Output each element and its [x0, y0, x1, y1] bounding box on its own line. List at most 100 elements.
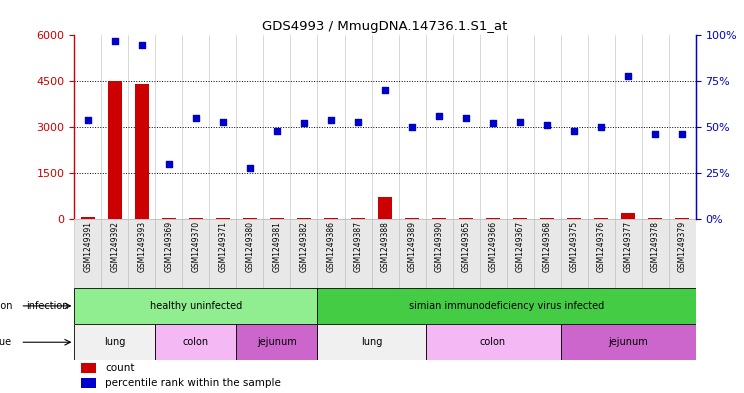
Point [595, 124, 607, 130]
Title: GDS4993 / MmugDNA.14736.1.S1_at: GDS4993 / MmugDNA.14736.1.S1_at [263, 20, 507, 33]
Bar [324, 218, 338, 219]
Point [487, 120, 499, 127]
Bar [432, 218, 446, 219]
Text: colon: colon [183, 337, 209, 347]
Text: simian immunodeficiency virus infected: simian immunodeficiency virus infected [409, 301, 604, 311]
Bar [533, 219, 560, 288]
Bar [298, 218, 311, 219]
Text: GSM1249382: GSM1249382 [300, 221, 309, 272]
Bar [405, 218, 419, 219]
Text: GSM1249366: GSM1249366 [489, 221, 498, 272]
Bar [237, 324, 318, 360]
Bar [210, 219, 237, 288]
Text: GSM1249376: GSM1249376 [597, 221, 606, 272]
Bar [540, 218, 554, 219]
Bar [568, 218, 581, 219]
Bar [344, 219, 371, 288]
Bar [81, 217, 94, 219]
Text: GSM1249381: GSM1249381 [272, 221, 281, 272]
Bar [351, 218, 365, 219]
Text: GSM1249369: GSM1249369 [164, 221, 173, 272]
Bar [318, 288, 696, 324]
Bar [594, 218, 608, 219]
Bar [155, 324, 237, 360]
Point [271, 128, 283, 134]
Text: healthy uninfected: healthy uninfected [150, 301, 242, 311]
Bar [155, 219, 182, 288]
Text: GSM1249368: GSM1249368 [542, 221, 551, 272]
Text: GSM1249393: GSM1249393 [138, 221, 147, 272]
Text: GSM1249387: GSM1249387 [353, 221, 362, 272]
Text: lung: lung [361, 337, 382, 347]
Point [541, 122, 553, 129]
Bar [108, 81, 122, 219]
Point [190, 115, 202, 121]
Point [325, 117, 337, 123]
Bar [615, 219, 641, 288]
Bar [135, 84, 149, 219]
Bar [459, 218, 472, 219]
Bar [318, 324, 426, 360]
Bar [101, 219, 129, 288]
Point [568, 128, 580, 134]
Point [163, 161, 175, 167]
Text: GSM1249371: GSM1249371 [219, 221, 228, 272]
Text: count: count [106, 364, 135, 373]
Bar [237, 219, 263, 288]
Bar [560, 324, 696, 360]
Text: GSM1249378: GSM1249378 [650, 221, 660, 272]
Text: colon: colon [480, 337, 506, 347]
Text: GSM1249391: GSM1249391 [83, 221, 92, 272]
Text: GSM1249390: GSM1249390 [434, 221, 443, 272]
Text: GSM1249392: GSM1249392 [110, 221, 120, 272]
Bar [74, 324, 155, 360]
Bar [676, 218, 689, 219]
Point [514, 119, 526, 125]
Bar [641, 219, 669, 288]
Point [109, 38, 121, 44]
Text: GSM1249386: GSM1249386 [327, 221, 336, 272]
Point [352, 119, 364, 125]
Bar [513, 218, 527, 219]
Point [460, 115, 472, 121]
Bar [129, 219, 155, 288]
Text: infection: infection [0, 301, 13, 311]
Text: GSM1249367: GSM1249367 [516, 221, 525, 272]
Text: GSM1249388: GSM1249388 [380, 221, 390, 272]
Bar [507, 219, 533, 288]
Point [406, 124, 418, 130]
Bar [452, 219, 480, 288]
Bar [371, 219, 399, 288]
Text: GSM1249370: GSM1249370 [191, 221, 200, 272]
Point [82, 117, 94, 123]
Text: GSM1249389: GSM1249389 [408, 221, 417, 272]
Bar [378, 198, 392, 219]
Bar [217, 218, 230, 219]
Text: GSM1249365: GSM1249365 [461, 221, 470, 272]
Bar [480, 219, 507, 288]
Point [433, 113, 445, 119]
Point [136, 41, 148, 48]
Text: lung: lung [104, 337, 126, 347]
Bar [621, 213, 635, 219]
Point [676, 131, 688, 138]
Point [379, 87, 391, 94]
Bar [318, 219, 344, 288]
Text: infection: infection [26, 301, 68, 311]
Bar [243, 218, 257, 219]
Text: tissue: tissue [0, 337, 13, 347]
Bar [80, 363, 96, 373]
Point [298, 120, 310, 127]
Bar [426, 324, 560, 360]
Text: GSM1249377: GSM1249377 [623, 221, 632, 272]
Point [622, 73, 634, 79]
Bar [74, 219, 101, 288]
Text: GSM1249380: GSM1249380 [246, 221, 254, 272]
Text: jejunum: jejunum [609, 337, 648, 347]
Bar [270, 218, 283, 219]
Point [650, 131, 661, 138]
Bar [399, 219, 426, 288]
Text: GSM1249375: GSM1249375 [570, 221, 579, 272]
Bar [189, 218, 202, 219]
Bar [669, 219, 696, 288]
